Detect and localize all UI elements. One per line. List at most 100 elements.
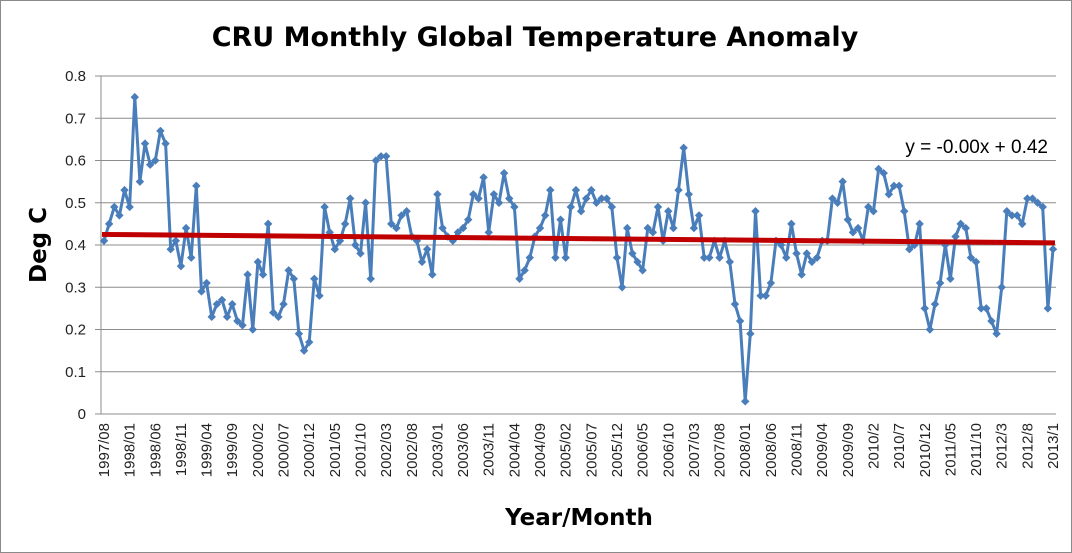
data-point: [212, 299, 222, 309]
data-point: [941, 240, 950, 250]
data-point: [520, 266, 529, 275]
x-tick-label: 2004/04: [506, 423, 523, 477]
data-point: [187, 253, 196, 262]
data-point: [1012, 211, 1022, 220]
x-tick-label: 2008/01: [737, 423, 754, 477]
data-point: [561, 253, 570, 262]
data-point: [176, 261, 186, 271]
data-point: [525, 253, 534, 262]
data-point: [869, 207, 878, 216]
data-point: [735, 316, 745, 326]
data-point: [592, 198, 601, 207]
x-tick-label: 2009/09: [840, 423, 857, 477]
data-point: [279, 299, 288, 309]
data-point: [694, 211, 704, 220]
data-point: [171, 236, 181, 245]
data-point: [679, 143, 688, 153]
x-tick-label: 2006/10: [660, 423, 677, 477]
data-point: [699, 253, 709, 262]
data-point: [607, 202, 617, 212]
y-tick-label: 0.3: [65, 279, 86, 296]
data-point: [628, 249, 637, 258]
data-point: [304, 337, 314, 347]
data-point: [551, 253, 560, 262]
x-tick-label: 2002/03: [378, 423, 395, 477]
data-point: [900, 207, 909, 216]
data-point: [1033, 198, 1042, 207]
data-point: [263, 219, 273, 229]
x-tick-label: 2005/12: [609, 423, 626, 477]
data-point: [376, 152, 386, 161]
data-point: [489, 190, 499, 199]
data-point: [130, 92, 139, 102]
data-point: [1018, 219, 1027, 229]
plot-series: [99, 92, 1058, 406]
data-point: [1023, 194, 1032, 203]
data-point: [222, 312, 232, 322]
data-point: [381, 152, 391, 161]
data-point: [782, 253, 791, 262]
y-tick-label: 0.1: [65, 364, 86, 381]
data-point: [756, 291, 765, 300]
x-tick-label: 2001/05: [327, 423, 344, 477]
x-tick-label: 2012/8: [1019, 423, 1036, 469]
data-point: [289, 274, 298, 283]
data-point: [920, 304, 929, 313]
x-tick-label: 2007/08: [712, 423, 729, 477]
data-point: [674, 185, 683, 195]
data-point: [356, 249, 365, 258]
x-tick-label: 2010/12: [917, 423, 934, 477]
data-point: [956, 219, 965, 229]
data-point: [992, 329, 1001, 338]
data-point: [566, 202, 576, 212]
data-point: [833, 198, 842, 207]
data-point: [125, 202, 134, 212]
data-point: [469, 190, 478, 199]
data-point: [479, 173, 488, 182]
x-tick-label: 2009/04: [814, 423, 831, 477]
data-point: [217, 295, 227, 305]
data-point: [417, 257, 427, 267]
x-tick-label: 2011/05: [942, 423, 959, 476]
x-tick-label: 2008/06: [763, 423, 780, 477]
y-tick-label: 0.4: [65, 237, 86, 254]
y-tick-label: 0.8: [65, 68, 86, 85]
data-point: [104, 219, 114, 229]
data-point: [315, 291, 324, 300]
data-point: [238, 321, 247, 330]
data-point: [330, 245, 340, 254]
data-point: [741, 397, 750, 406]
x-tick-label: 2005/07: [583, 423, 600, 477]
data-point: [751, 207, 760, 216]
data-point: [766, 278, 776, 288]
data-point: [505, 194, 514, 203]
data-point: [976, 304, 986, 313]
data-point: [320, 202, 329, 212]
data-point: [99, 236, 109, 245]
data-point: [935, 278, 945, 288]
data-point: [638, 266, 647, 275]
data-point: [587, 185, 596, 195]
data-point: [828, 194, 837, 203]
data-point: [997, 283, 1006, 292]
data-point: [1048, 245, 1058, 254]
x-tick-label: 2006/05: [635, 423, 652, 477]
data-point: [366, 274, 375, 283]
data-point: [253, 257, 263, 267]
data-point: [284, 266, 293, 275]
x-tick-label: 2003/11: [481, 423, 498, 476]
data-point: [812, 253, 822, 262]
data-point: [961, 223, 970, 233]
data-point: [540, 211, 550, 220]
data-point: [474, 194, 483, 203]
data-point: [776, 240, 786, 250]
data-point: [746, 329, 755, 338]
data-point: [807, 257, 817, 267]
x-tick-label: 2013/1: [1045, 423, 1062, 469]
x-tick-label: 2008/11: [789, 423, 806, 476]
data-point: [705, 253, 714, 262]
data-point: [966, 253, 976, 262]
data-point: [151, 156, 160, 165]
y-tick-label: 0.6: [65, 153, 86, 170]
